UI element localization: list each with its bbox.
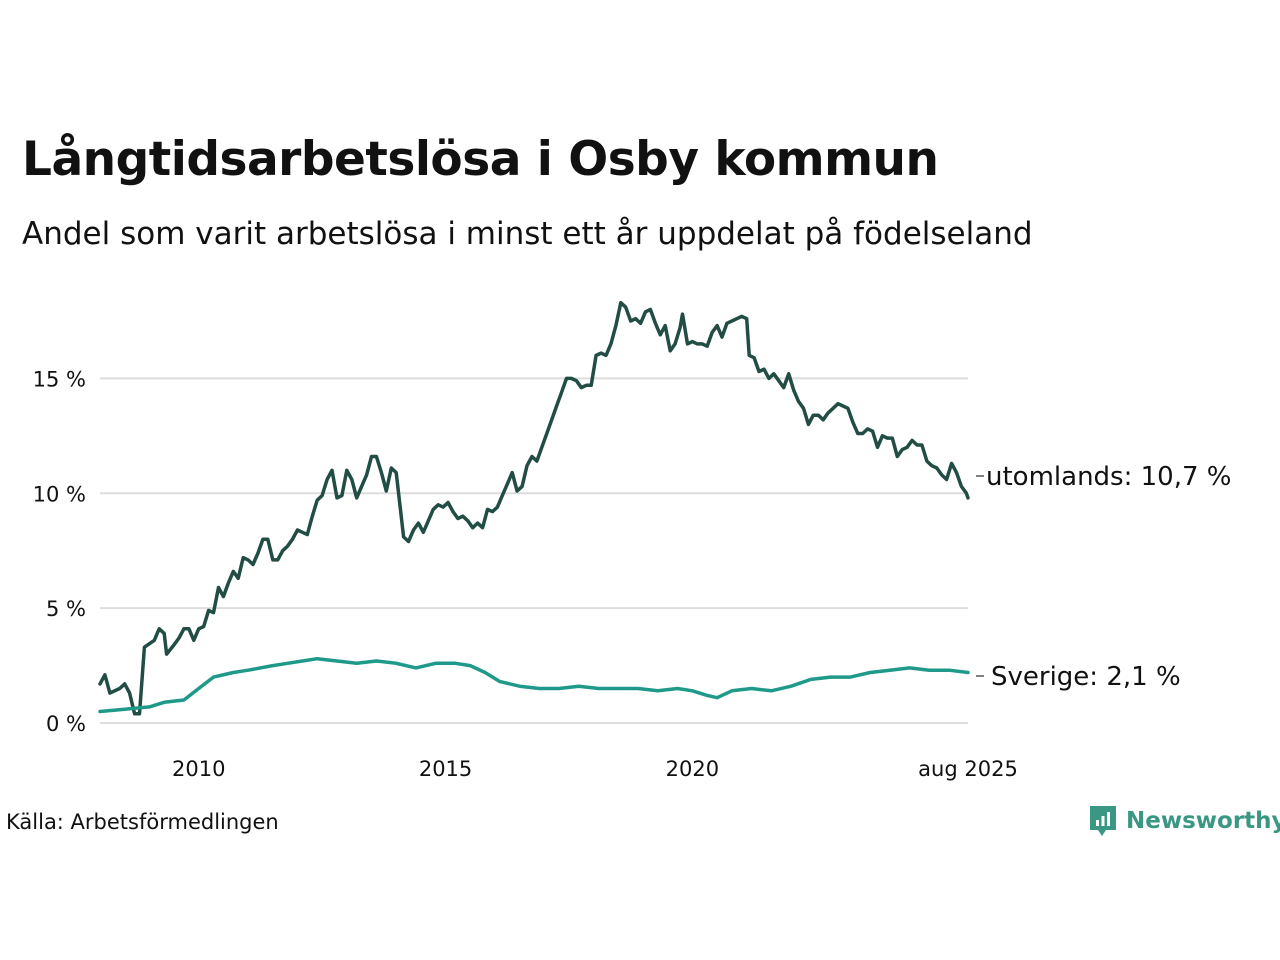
end-labels: utomlands: 10,7 % Sverige: 2,1 %: [976, 462, 1231, 692]
brand-name: Newsworthy: [1126, 808, 1280, 834]
x-tick-label: 2015: [419, 757, 472, 781]
y-tick-label: 15 %: [33, 367, 86, 391]
series-lines: [98, 300, 970, 716]
newsworthy-logo-icon: [1090, 806, 1116, 836]
end-label-sverige: Sverige: 2,1 %: [991, 662, 1181, 692]
chart-title: Långtidsarbetslösa i Osby kommun: [22, 132, 939, 187]
y-tick-label: 5 %: [46, 597, 86, 621]
y-tick-label: 0 %: [46, 712, 86, 736]
y-tick-label: 10 %: [33, 482, 86, 506]
grid-lines: [100, 377, 968, 724]
line-chart: 0 % 5 % 10 % 15 % 2010 2015 2020 aug 2025 utom…: [33, 300, 1231, 781]
brand-logo: Newsworthy: [1088, 804, 1280, 838]
x-tick-label: 2010: [172, 757, 225, 781]
x-tick-label: aug 2025: [918, 757, 1018, 781]
series-line-sverige: [98, 656, 970, 714]
x-axis-tick-labels: 2010 2015 2020 aug 2025: [172, 757, 1018, 781]
end-label-utomlands: utomlands: 10,7 %: [986, 462, 1231, 492]
series-line-utomlands: [98, 300, 970, 716]
chart-subtitle: Andel som varit arbetslösa i minst ett å…: [22, 216, 1033, 252]
x-tick-label: 2020: [666, 757, 719, 781]
y-axis-tick-labels: 0 % 5 % 10 % 15 %: [33, 367, 86, 736]
source-note: Källa: Arbetsförmedlingen: [6, 810, 279, 834]
